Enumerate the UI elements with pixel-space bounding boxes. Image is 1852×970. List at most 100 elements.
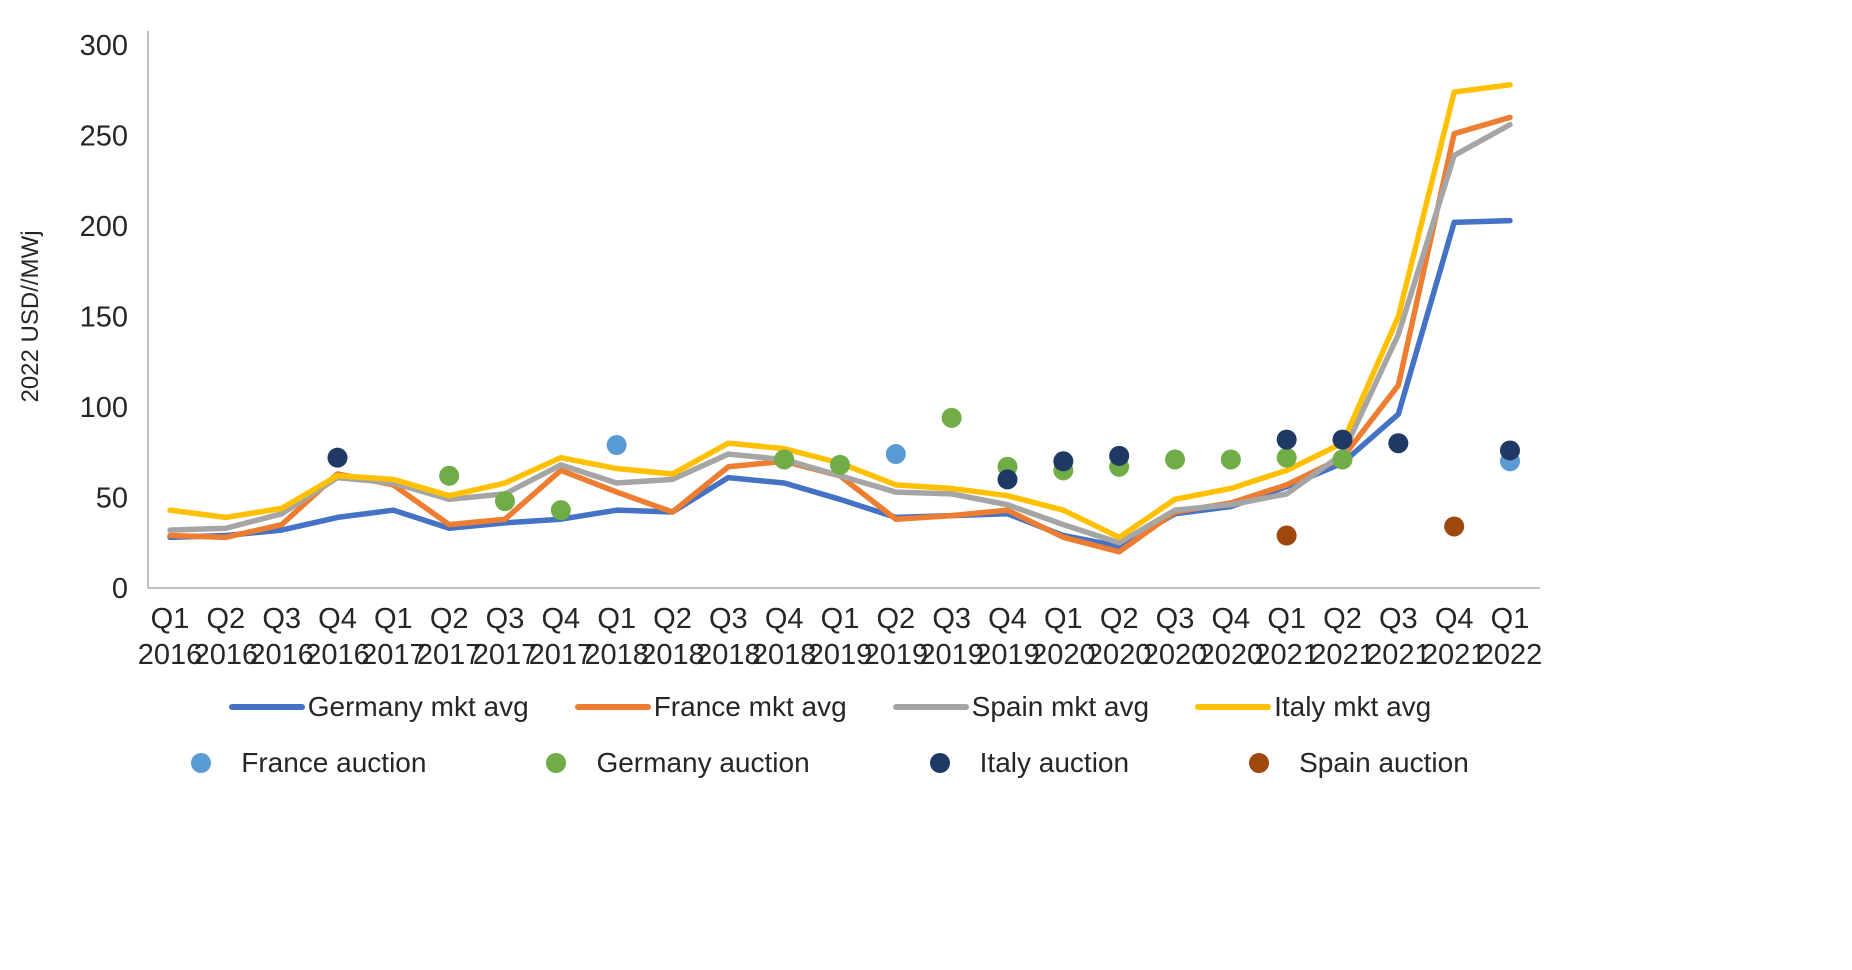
x-tick-quarter: Q1 [1491, 603, 1530, 635]
auction-dot-italy-auction [1109, 445, 1130, 466]
legend-dot-swatch [1249, 753, 1270, 773]
y-tick-label: 200 [80, 211, 128, 243]
legend-item-germany-mkt-avg: Germany mkt avg [228, 691, 529, 723]
auction-dot-germany-auction [1165, 449, 1185, 470]
x-tick-year: 2021 [1422, 639, 1487, 671]
x-tick-quarter: Q2 [430, 603, 469, 635]
auction-dot-france-auction [885, 444, 906, 465]
x-tick-year: 2016 [138, 639, 203, 671]
x-tick-quarter: Q3 [262, 603, 301, 635]
legend-dot-swatch [546, 753, 567, 773]
auction-dot-italy-auction [1053, 451, 1074, 472]
auction-dot-germany-auction [1332, 449, 1353, 470]
auction-dot-italy-auction [1276, 429, 1297, 450]
legend-label: France mkt avg [653, 691, 847, 722]
x-tick-quarter: Q2 [1100, 603, 1139, 635]
auction-dot-italy-auction [327, 447, 348, 468]
series-line-germany-mkt-avg [167, 217, 1513, 550]
x-tick-quarter: Q3 [709, 603, 748, 635]
x-tick-year: 2018 [696, 639, 761, 671]
legend-line-swatch [892, 704, 969, 710]
x-tick-year: 2019 [919, 639, 984, 671]
legend-label: Italy mkt avg [1274, 691, 1432, 722]
x-tick-year: 2017 [473, 639, 538, 671]
x-tick-year: 2016 [249, 639, 314, 671]
x-tick-quarter: Q1 [374, 603, 413, 635]
legend-label: Germany mkt avg [307, 691, 529, 722]
auction-dot-germany-auction [941, 407, 962, 428]
auction-dot-italy-auction [1332, 429, 1353, 450]
auction-dot-italy-auction [1500, 440, 1520, 461]
x-tick-quarter: Q3 [1379, 603, 1418, 635]
x-tick-year: 2022 [1478, 639, 1543, 671]
x-tick-year: 2019 [808, 639, 873, 671]
x-tick-quarter: Q4 [1435, 603, 1474, 635]
legend-label: Spain auction [1299, 747, 1469, 778]
legend-item-spain-auction: Spain auction [1249, 747, 1469, 779]
y-tick-label: 300 [80, 30, 128, 62]
chart-legend: Germany mkt avg France mkt avg Spain mkt a… [70, 691, 1590, 779]
legend-label: Spain mkt avg [971, 691, 1150, 722]
legend-item-france-auction: France auction [191, 747, 426, 779]
auction-dot-germany-auction [439, 465, 460, 486]
legend-dot-swatch [191, 753, 212, 773]
x-tick-year: 2017 [361, 639, 426, 671]
legend-label: Germany auction [596, 747, 810, 778]
series-line-france-mkt-avg [167, 114, 1513, 555]
x-tick-year: 2021 [1310, 639, 1375, 671]
x-tick-year: 2018 [752, 639, 817, 671]
auction-dot-spain-auction [1276, 525, 1297, 546]
legend-item-germany-auction: Germany auction [546, 747, 810, 779]
x-tick-quarter: Q4 [765, 603, 804, 635]
x-tick-quarter: Q1 [151, 603, 190, 635]
x-tick-year: 2021 [1254, 639, 1319, 671]
legend-label: Italy auction [979, 747, 1130, 778]
x-tick-year: 2020 [1031, 639, 1096, 671]
x-tick-quarter: Q2 [206, 603, 245, 635]
y-tick-label: 50 [96, 483, 128, 515]
x-tick-quarter: Q2 [653, 603, 692, 635]
x-tick-quarter: Q4 [541, 603, 580, 635]
x-tick-quarter: Q3 [486, 603, 525, 635]
x-tick-year: 2019 [975, 639, 1040, 671]
auction-dot-germany-auction [830, 454, 850, 475]
auction-dot-france-auction [606, 435, 627, 456]
legend-dot-swatch [929, 753, 950, 773]
y-tick-label: 0 [112, 573, 128, 605]
x-tick-quarter: Q4 [988, 603, 1027, 635]
x-tick-quarter: Q1 [1044, 603, 1083, 635]
legend-item-france-mkt-avg: France mkt avg [574, 691, 847, 723]
x-tick-year: 2021 [1366, 639, 1431, 671]
x-tick-quarter: Q1 [821, 603, 860, 635]
legend-line-swatch [228, 704, 305, 710]
y-tick-label: 100 [80, 392, 128, 424]
legend-row-auctions: France auction Germany auction Italy aucti… [191, 747, 1469, 779]
x-tick-year: 2016 [305, 639, 370, 671]
x-tick-quarter: Q1 [597, 603, 636, 635]
auction-dot-germany-auction [1220, 449, 1241, 470]
y-axis-title: 2022 USD//MWj [17, 230, 44, 402]
legend-row-market-averages: Germany mkt avg France mkt avg Spain mkt a… [228, 691, 1432, 723]
legend-item-italy-auction: Italy auction [929, 747, 1130, 779]
x-tick-quarter: Q1 [1267, 603, 1306, 635]
x-tick-quarter: Q3 [932, 603, 971, 635]
x-tick-year: 2018 [640, 639, 705, 671]
x-tick-year: 2017 [529, 639, 594, 671]
auction-dot-germany-auction [495, 491, 515, 512]
x-tick-year: 2019 [864, 639, 929, 671]
auction-dot-germany-auction [1276, 447, 1297, 468]
x-tick-year: 2018 [584, 639, 649, 671]
y-tick-label: 250 [80, 121, 128, 153]
y-tick-label: 150 [80, 302, 128, 334]
auction-dot-italy-auction [997, 469, 1018, 490]
auction-dot-germany-auction [774, 449, 795, 470]
auction-dot-italy-auction [1388, 433, 1409, 454]
x-tick-year: 2017 [417, 639, 482, 671]
auction-dot-spain-auction [1444, 516, 1465, 537]
legend-label: France auction [241, 747, 427, 778]
auction-dot-germany-auction [550, 500, 571, 521]
legend-line-swatch [574, 704, 651, 710]
x-tick-year: 2016 [194, 639, 259, 671]
